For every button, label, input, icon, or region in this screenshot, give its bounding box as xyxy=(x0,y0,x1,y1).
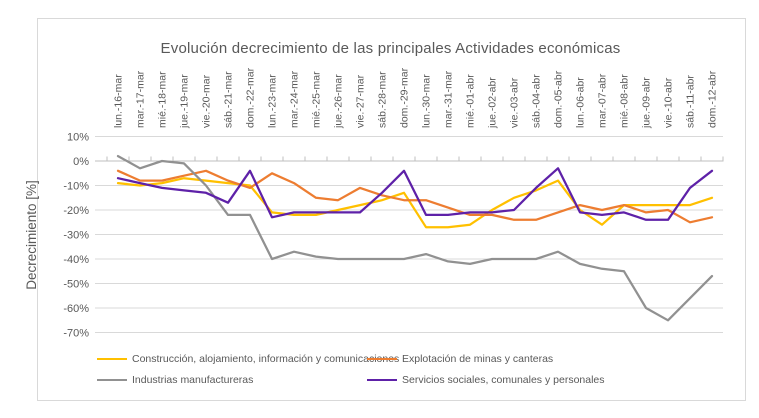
x-tick-label: lun.-30-mar xyxy=(421,74,433,128)
x-tick-label: mié.-01-abr xyxy=(465,74,477,128)
x-tick-label: dom.-05-abr xyxy=(553,70,565,128)
legend-marker-icon xyxy=(97,358,127,360)
x-tick-label: jue.-02-abr xyxy=(487,77,499,129)
x-tick-label: mié.-18-mar xyxy=(157,71,169,128)
y-tick-label: -60% xyxy=(63,303,89,315)
x-tick-label: vie.-27-mar xyxy=(355,74,367,128)
x-tick-label: mar.-07-abr xyxy=(597,73,609,128)
y-tick-label: -70% xyxy=(63,328,89,340)
y-tick-label: -40% xyxy=(63,254,89,266)
x-tick-label: jue.-26-mar xyxy=(333,74,345,129)
x-tick-label: dom.-22-mar xyxy=(245,67,257,128)
y-tick-label: -10% xyxy=(63,181,89,193)
x-tick-label: vie.-20-mar xyxy=(201,74,213,128)
x-tick-label: lun.-16-mar xyxy=(113,74,125,128)
y-tick-label: -20% xyxy=(63,205,89,217)
data-series-lines xyxy=(116,154,714,322)
legend-item-3: Servicios sociales, comunales y personal… xyxy=(367,374,687,386)
x-tick-label: jue.-09-abr xyxy=(641,77,653,129)
y-tick-label: -50% xyxy=(63,279,89,291)
series-line-0 xyxy=(116,177,714,229)
series-line-1 xyxy=(116,169,714,224)
legend-label: Explotación de minas y canteras xyxy=(402,353,554,365)
chart-legend: Construcción, alojamiento, información y… xyxy=(97,353,687,386)
x-tick-label: sáb.-04-abr xyxy=(531,74,543,128)
x-axis-labels: lun.-16-mar mar.-17-mar mié.-18-mar jue.-19… xyxy=(113,67,719,129)
chart-title: Evolución decrecimiento de las principal… xyxy=(160,40,621,57)
y-axis-labels: 10% 0% -10% -20% -30% -40% -50% -60% -70% xyxy=(63,132,89,340)
x-tick-label: dom.-12-abr xyxy=(707,70,719,128)
x-tick-label: mar.-24-mar xyxy=(289,70,301,128)
legend-marker-icon xyxy=(367,358,397,360)
x-tick-label: sáb.-11-abr xyxy=(685,75,697,128)
legend-item-0: Construcción, alojamiento, información y… xyxy=(97,353,399,365)
legend-label: Construcción, alojamiento, información y… xyxy=(132,353,400,365)
series-line-2 xyxy=(116,154,714,322)
x-tick-label: mar.-31-mar xyxy=(443,70,455,128)
x-tick-label: sáb.-21-mar xyxy=(223,71,235,128)
x-tick-label: mié.-25-mar xyxy=(311,71,323,128)
legend-marker-icon xyxy=(367,379,397,381)
axis-ticks xyxy=(106,156,724,162)
x-tick-label: lun.-06-abr xyxy=(575,77,587,128)
x-tick-label: dom.-29-mar xyxy=(399,67,411,128)
legend-item-2: Industrias manufactureras xyxy=(97,374,367,386)
x-tick-label: jue.-19-mar xyxy=(179,74,191,129)
y-tick-label: -30% xyxy=(63,230,89,242)
y-tick-label: 0% xyxy=(73,156,89,168)
y-tick-label: 10% xyxy=(67,132,89,144)
legend-marker-icon xyxy=(97,379,127,381)
x-tick-label: vie.-10-abr xyxy=(663,77,675,128)
x-tick-label: mar.-17-mar xyxy=(135,70,147,128)
legend-label: Servicios sociales, comunales y personal… xyxy=(402,374,605,386)
legend-item-1: Explotación de minas y canteras xyxy=(367,353,687,365)
x-tick-label: lun.-23-mar xyxy=(267,74,279,128)
x-tick-label: mié.-08-abr xyxy=(619,74,631,128)
gridlines xyxy=(95,136,723,333)
x-tick-label: sáb.-28-mar xyxy=(377,71,389,128)
x-tick-label: vie.-03-abr xyxy=(509,77,521,128)
legend-label: Industrias manufactureras xyxy=(132,374,254,386)
series-line-3 xyxy=(116,167,714,221)
